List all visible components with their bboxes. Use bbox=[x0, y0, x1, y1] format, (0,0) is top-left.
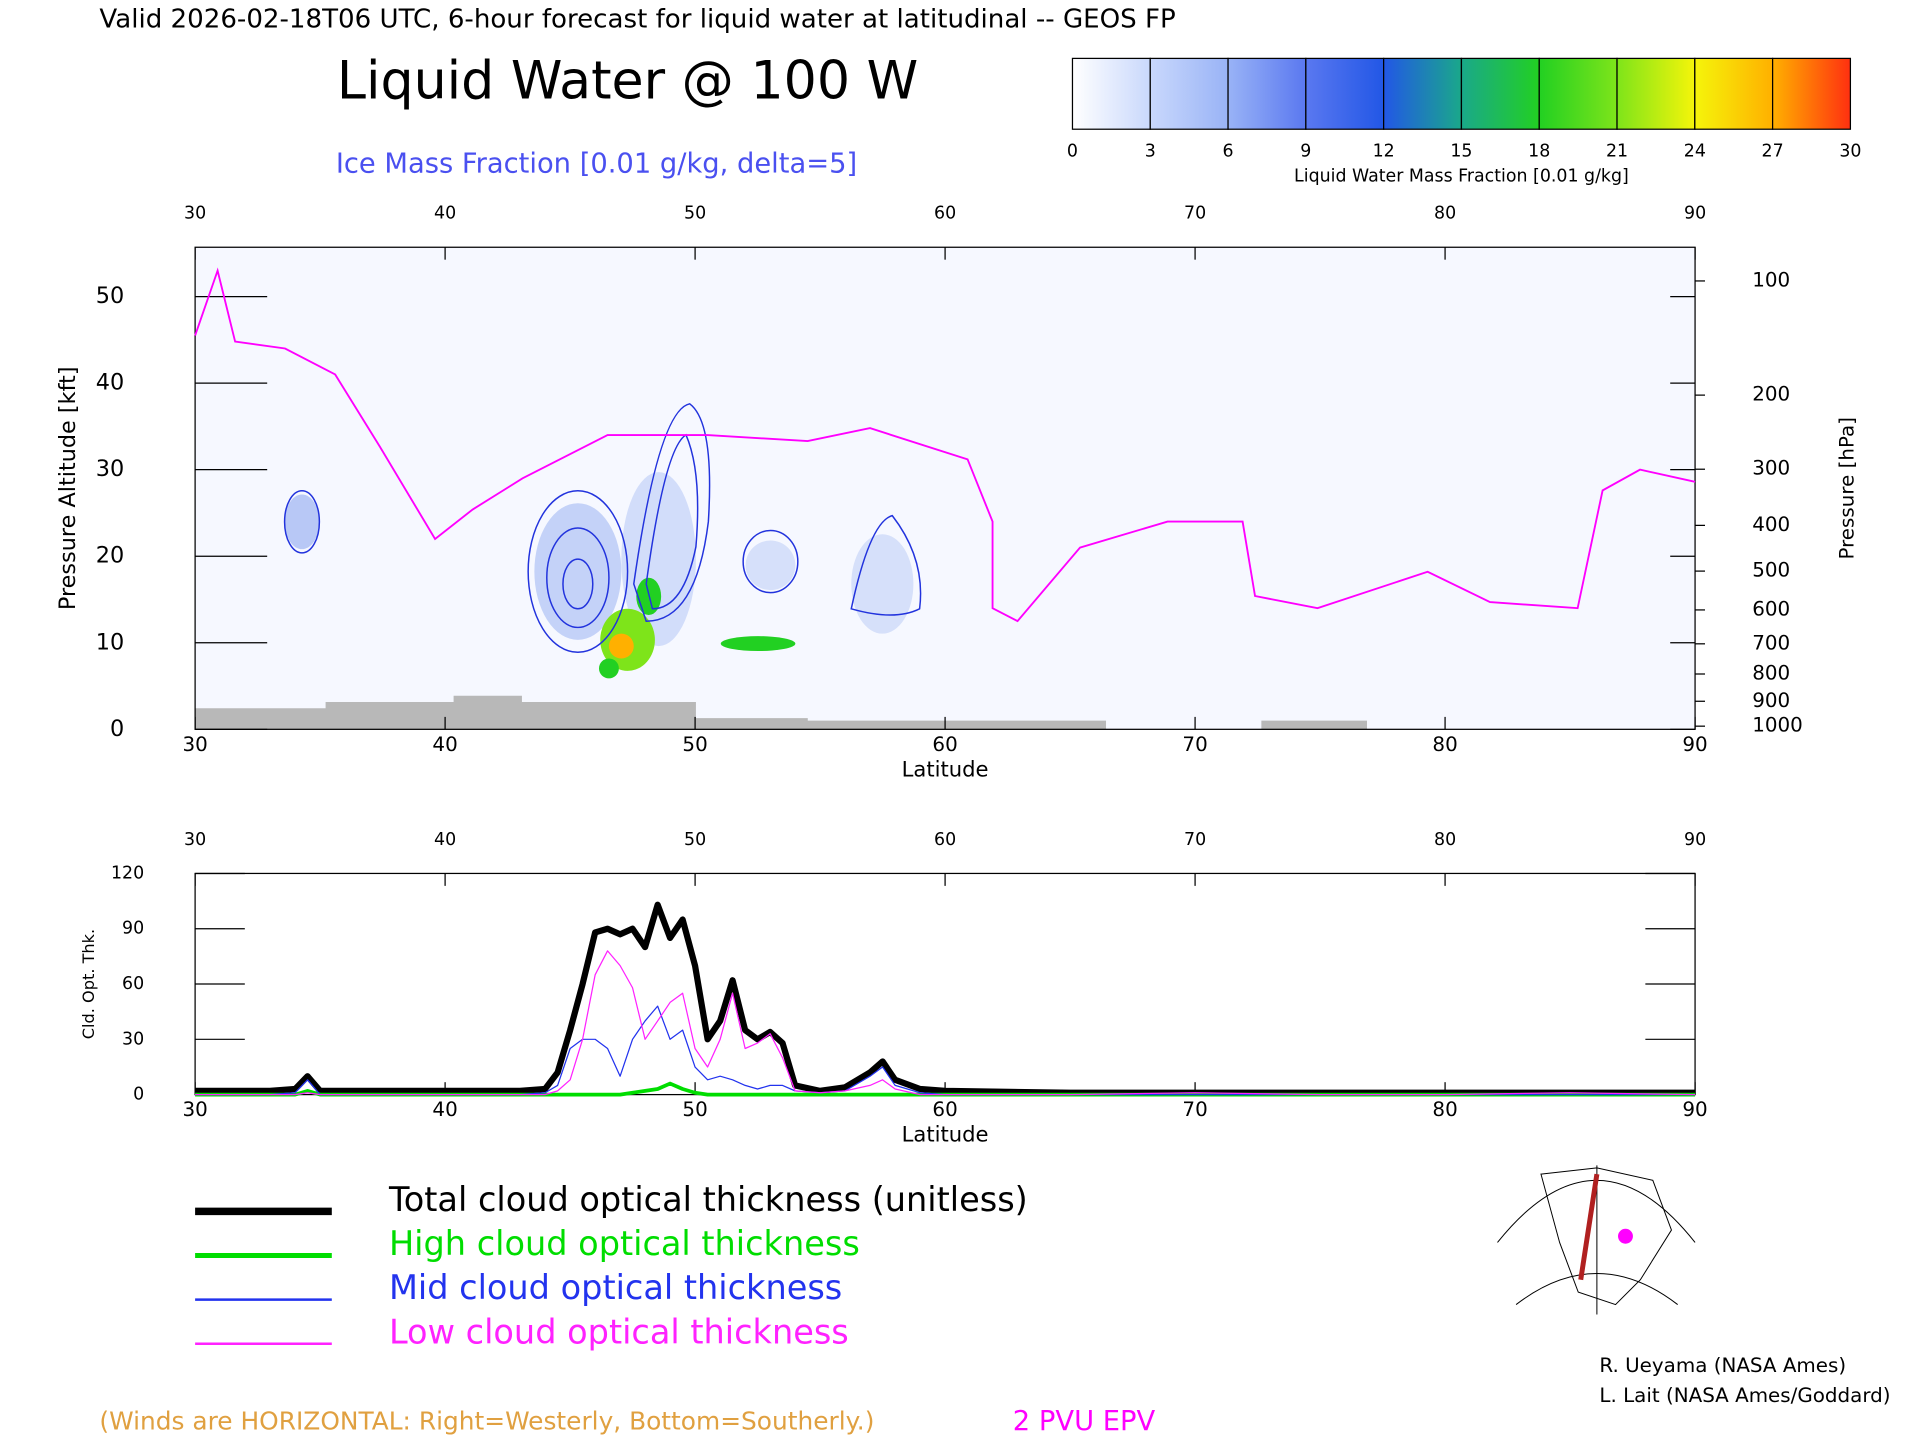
y-axis-label: Pressure Altitude [kft] bbox=[55, 366, 81, 610]
x-tick-label-top: 80 bbox=[1434, 204, 1456, 224]
colorbar-tick-label: 30 bbox=[1839, 142, 1861, 162]
colorbar-tick-label: 21 bbox=[1606, 142, 1628, 162]
x-tick-label: 50 bbox=[682, 733, 707, 756]
x-tick-label-top: 50 bbox=[684, 204, 706, 224]
wind-note: (Winds are HORIZONTAL: Right=Westerly, B… bbox=[99, 1407, 874, 1436]
x-tick-label: 80 bbox=[1432, 733, 1457, 756]
legend-label: High cloud optical thickness bbox=[389, 1224, 860, 1263]
y2-tick-label: 400 bbox=[1752, 513, 1790, 536]
credit: L. Lait (NASA Ames/Goddard) bbox=[1599, 1384, 1890, 1407]
colorbar-tick-label: 6 bbox=[1223, 142, 1234, 162]
y-tick-label: 90 bbox=[122, 919, 144, 939]
legend-label: Mid cloud optical thickness bbox=[389, 1268, 842, 1307]
locator-map bbox=[1497, 1165, 1696, 1315]
colorbar-segment bbox=[1149, 57, 1229, 130]
x-axis-label: Latitude bbox=[902, 1122, 989, 1147]
colorbar-label: Liquid Water Mass Fraction [0.01 g/kg] bbox=[1294, 166, 1629, 186]
colorbar-segment bbox=[1383, 57, 1463, 130]
x-tick-label: 90 bbox=[1682, 1098, 1707, 1121]
y2-axis-label: Pressure [hPa] bbox=[1835, 417, 1858, 560]
colorbar-tick-label: 0 bbox=[1067, 142, 1078, 162]
x-tick-label: 30 bbox=[182, 1098, 207, 1121]
y-tick-label: 60 bbox=[122, 974, 144, 994]
y2-tick-label: 300 bbox=[1752, 457, 1790, 480]
x-tick-label-top: 60 bbox=[934, 204, 956, 224]
x-tick-label-top: 70 bbox=[1184, 204, 1206, 224]
y-tick-label: 0 bbox=[133, 1085, 144, 1105]
epv-line bbox=[194, 267, 1696, 623]
legend-label: Total cloud optical thickness (unitless) bbox=[388, 1180, 1028, 1219]
colorbar-segment bbox=[1305, 57, 1385, 130]
colorbar-tick-label: 24 bbox=[1684, 142, 1706, 162]
x-tick-label-top: 40 bbox=[434, 830, 456, 850]
y2-tick-label: 200 bbox=[1752, 383, 1790, 406]
y-axis-label: Cld. Opt. Thk. bbox=[79, 929, 98, 1039]
colorbar-segment bbox=[1771, 57, 1852, 130]
x-tick-label-top: 90 bbox=[1684, 204, 1706, 224]
x-tick-label: 60 bbox=[932, 1098, 957, 1121]
x-tick-label: 80 bbox=[1432, 1098, 1457, 1121]
header-title: Valid 2026-02-18T06 UTC, 6-hour forecast… bbox=[99, 4, 1175, 34]
x-tick-label: 40 bbox=[432, 1098, 457, 1121]
y2-tick-label: 800 bbox=[1752, 662, 1790, 685]
colorbar-tick-label: 12 bbox=[1373, 142, 1395, 162]
x-tick-label-top: 70 bbox=[1184, 830, 1206, 850]
x-tick-label: 40 bbox=[432, 733, 457, 756]
y2-tick-label: 500 bbox=[1752, 559, 1790, 582]
x-tick-label: 60 bbox=[932, 733, 957, 756]
colorbar-segment bbox=[1694, 57, 1774, 130]
colorbar-segment bbox=[1071, 57, 1151, 130]
colorbar-segment bbox=[1460, 57, 1540, 130]
field-shading bbox=[195, 247, 1696, 730]
credit: R. Ueyama (NASA Ames) bbox=[1599, 1354, 1846, 1377]
x-axis-label: Latitude bbox=[902, 756, 989, 781]
x-tick-label: 50 bbox=[682, 1098, 707, 1121]
x-tick-label-top: 90 bbox=[1684, 830, 1706, 850]
x-tick-label: 70 bbox=[1182, 1098, 1207, 1121]
y-tick-label: 120 bbox=[111, 863, 144, 883]
colorbar-tick-label: 18 bbox=[1528, 142, 1550, 162]
terrain bbox=[195, 695, 1367, 730]
y-tick-label: 40 bbox=[96, 370, 124, 396]
y2-tick-label: 100 bbox=[1752, 268, 1790, 291]
x-tick-label-top: 30 bbox=[184, 830, 206, 850]
series-line bbox=[195, 901, 1696, 1096]
y-tick-label: 30 bbox=[122, 1029, 144, 1049]
colorbar-segment bbox=[1616, 57, 1696, 130]
x-tick-label: 70 bbox=[1182, 733, 1207, 756]
colorbar-tick-label: 15 bbox=[1450, 142, 1472, 162]
chart-subtitle: Ice Mass Fraction [0.01 g/kg, delta=5] bbox=[336, 149, 857, 180]
x-tick-label-top: 60 bbox=[934, 830, 956, 850]
y-tick-label: 0 bbox=[110, 716, 124, 742]
y2-tick-label: 1000 bbox=[1752, 714, 1803, 737]
y-tick-label: 50 bbox=[96, 283, 124, 309]
colorbar-segment bbox=[1538, 57, 1618, 130]
y-tick-label: 20 bbox=[96, 543, 124, 569]
epv-label: 2 PVU EPV bbox=[1013, 1406, 1156, 1437]
y-tick-label: 10 bbox=[96, 629, 124, 655]
colorbar-tick-label: 3 bbox=[1145, 142, 1156, 162]
ice-contours bbox=[283, 402, 922, 654]
legend-label: Low cloud optical thickness bbox=[389, 1312, 849, 1351]
x-tick-label-top: 30 bbox=[184, 204, 206, 224]
y-tick-label: 30 bbox=[96, 456, 124, 482]
series-line bbox=[195, 950, 1696, 1096]
x-tick-label: 30 bbox=[182, 733, 207, 756]
chart-title: Liquid Water @ 100 W bbox=[337, 51, 918, 111]
x-tick-label-top: 40 bbox=[434, 204, 456, 224]
y2-tick-label: 700 bbox=[1752, 631, 1790, 654]
x-tick-label: 90 bbox=[1682, 733, 1707, 756]
y2-tick-label: 900 bbox=[1752, 689, 1790, 712]
colorbar-tick-label: 9 bbox=[1300, 142, 1311, 162]
colorbar-tick-label: 27 bbox=[1762, 142, 1784, 162]
y2-tick-label: 600 bbox=[1752, 597, 1790, 620]
x-tick-label-top: 50 bbox=[684, 830, 706, 850]
x-tick-label-top: 80 bbox=[1434, 830, 1456, 850]
colorbar-segment bbox=[1227, 57, 1307, 130]
